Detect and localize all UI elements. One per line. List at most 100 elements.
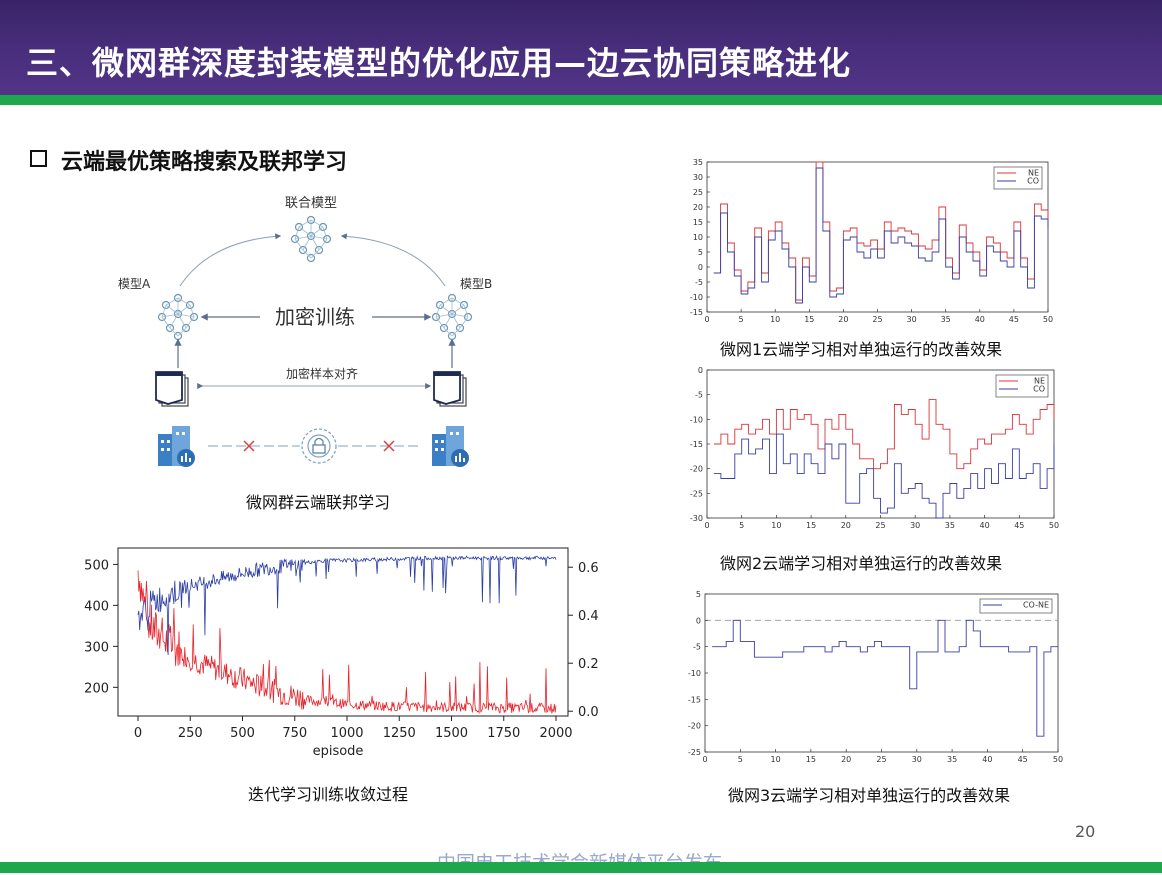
training-y-left-tick-label: 500 — [84, 558, 109, 573]
bullet-square-icon — [30, 150, 47, 167]
x-tick-label: 15 — [804, 315, 814, 324]
series-line-co-ne — [712, 619, 1058, 737]
training-x-tick-label: 1000 — [330, 726, 363, 741]
x-tick-label: 0 — [702, 755, 707, 764]
arrow-a-to-joint — [179, 233, 282, 287]
training-y-left-tick-label: 200 — [84, 681, 109, 696]
y-tick-label: -15 — [688, 695, 701, 704]
legend-entry: CO-NE — [1023, 601, 1049, 610]
x-tick-label: 45 — [1014, 521, 1024, 530]
training-convergence-chart: 0 250 500 750 1000 1250 1500 1750 2000 500 400 300 2… — [84, 547, 599, 759]
federated-learning-diagram: 联合模型 模型A 模型B 加密训练 加密样本对齐 — [118, 196, 492, 467]
y-tick-label: 10 — [693, 233, 703, 242]
blocked-cross-icon — [243, 440, 395, 452]
model-a-neural-network-icon — [157, 293, 199, 341]
x-tick-label: 40 — [980, 521, 990, 530]
x-tick-label: 40 — [982, 755, 992, 764]
party-b-building-chart-icon — [432, 426, 469, 467]
x-tick-label: 35 — [947, 755, 957, 764]
y-tick-label: -5 — [695, 391, 703, 400]
training-x-tick-label: 0 — [134, 726, 142, 741]
legend-box — [979, 598, 1053, 614]
dataset-b-document-stack-icon — [433, 371, 467, 407]
diagram-caption: 微网群云端联邦学习 — [246, 493, 391, 512]
y-tick-label: 20 — [693, 203, 703, 212]
x-tick-label: 30 — [907, 315, 917, 324]
microgrid1-caption: 微网1云端学习相对单独运行的改善效果 — [720, 340, 1003, 359]
page-number: 20 — [1075, 822, 1096, 841]
training-x-tick-label: 1500 — [435, 726, 468, 741]
x-tick-label: 0 — [704, 315, 709, 324]
x-tick-label: 35 — [945, 521, 955, 530]
x-tick-label: 20 — [841, 521, 851, 530]
joint-model-label: 联合模型 — [285, 196, 337, 211]
training-y-right-tick-label: 0.6 — [578, 561, 599, 576]
y-tick-label: 0 — [698, 366, 703, 375]
y-tick-label: -25 — [690, 489, 703, 498]
legend-entry: NE — [1028, 169, 1039, 178]
y-tick-label: 15 — [693, 218, 703, 227]
y-tick-label: 5 — [698, 248, 703, 257]
y-tick-label: -30 — [690, 514, 703, 523]
dataset-a-document-stack-icon — [155, 371, 189, 407]
x-tick-label: 20 — [838, 315, 848, 324]
x-tick-label: 5 — [739, 315, 744, 324]
y-tick-label: -10 — [690, 293, 703, 302]
training-x-tick-label: 250 — [178, 726, 203, 741]
training-y-right-tick-label: 0.0 — [578, 705, 599, 720]
x-tick-label: 10 — [771, 521, 781, 530]
microgrid2-improvement-chart: 0 5 10 15 20 25 30 35 40 45 50 0 -5 -10 -15 -20 -25 -30 NE… — [690, 366, 1059, 530]
y-tick-label: 30 — [693, 173, 703, 182]
x-tick-label: 10 — [770, 315, 780, 324]
training-blue-series-line — [137, 555, 557, 656]
microgrid3-caption: 微网3云端学习相对单独运行的改善效果 — [728, 786, 1011, 805]
page-title: 三、微网群深度封装模型的优化应用—边云协同策略进化 — [26, 44, 852, 82]
training-x-tick-label: 750 — [282, 726, 307, 741]
training-y-left-tick-label: 300 — [84, 640, 109, 655]
y-tick-label: 0 — [698, 263, 703, 272]
y-tick-label: -10 — [690, 415, 703, 424]
party-a-building-chart-icon — [158, 426, 195, 467]
series-line-co — [713, 167, 1049, 304]
y-tick-label: -5 — [693, 643, 701, 652]
x-tick-label: 15 — [806, 521, 816, 530]
x-tick-label: 5 — [739, 521, 744, 530]
x-tick-label: 50 — [1043, 315, 1053, 324]
training-y-right-tick-label: 0.4 — [578, 609, 599, 624]
training-y-left-tick-label: 400 — [84, 599, 109, 614]
y-tick-label: -10 — [688, 669, 701, 678]
x-tick-label: 30 — [912, 755, 922, 764]
x-tick-label: 5 — [738, 755, 743, 764]
privacy-lock-icon — [301, 428, 337, 464]
y-tick-label: 0 — [696, 616, 701, 625]
training-caption: 迭代学习训练收敛过程 — [248, 785, 409, 804]
training-plot-frame — [117, 547, 569, 717]
model-b-label: 模型B — [460, 277, 492, 291]
x-tick-label: 50 — [1053, 755, 1063, 764]
y-tick-label: -20 — [688, 722, 701, 731]
training-x-tick-label: 500 — [230, 726, 255, 741]
training-x-tick-label: 1750 — [487, 726, 520, 741]
x-tick-label: 35 — [941, 315, 951, 324]
training-red-series-line — [137, 570, 557, 715]
model-b-neural-network-icon — [431, 293, 473, 341]
y-tick-label: -25 — [688, 748, 701, 757]
series-line-co — [713, 433, 1055, 519]
header-banner: 三、微网群深度封装模型的优化应用—边云协同策略进化 — [0, 0, 1162, 95]
x-tick-label: 0 — [704, 521, 709, 530]
x-tick-label: 10 — [771, 755, 781, 764]
joint-model-neural-network-icon — [290, 215, 332, 263]
training-x-tick-label: 2000 — [539, 726, 572, 741]
y-tick-label: -20 — [690, 465, 703, 474]
section-heading: 云端最优策略搜索及联邦学习 — [30, 144, 347, 176]
x-tick-label: 45 — [1018, 755, 1028, 764]
y-tick-label: -15 — [690, 440, 703, 449]
x-tick-label: 50 — [1049, 521, 1059, 530]
legend-entry: CO — [1033, 385, 1045, 394]
microgrid2-caption: 微网2云端学习相对单独运行的改善效果 — [720, 554, 1003, 573]
x-tick-label: 25 — [875, 521, 885, 530]
y-tick-label: 35 — [693, 158, 703, 167]
training-xlabel: episode — [313, 744, 364, 759]
x-tick-label: 30 — [910, 521, 920, 530]
x-tick-label: 25 — [876, 755, 886, 764]
